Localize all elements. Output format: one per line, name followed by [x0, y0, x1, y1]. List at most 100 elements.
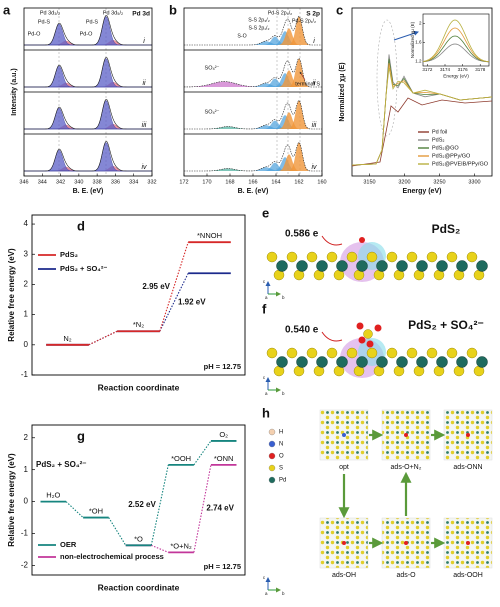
peak-label: S-S 2p₁/₂	[248, 25, 269, 31]
atom-pd	[296, 260, 308, 272]
atom-pd	[456, 356, 468, 368]
atom-o	[366, 340, 374, 348]
legend-label: PdS₂@PVEIB/PPy/GO	[432, 161, 489, 167]
connector	[65, 501, 84, 518]
spectrum	[24, 14, 152, 46]
spectrum	[351, 58, 493, 166]
fit-peak	[24, 165, 152, 171]
panel-letter: b	[169, 2, 177, 17]
fit-peak	[184, 154, 322, 171]
level-label: O₂	[219, 430, 228, 439]
x-tick-label: 334	[129, 179, 138, 185]
connector	[151, 544, 169, 553]
atom-s	[366, 251, 378, 263]
fit-peak	[24, 82, 152, 87]
peak-label: Pd-S 2p₃/₂	[268, 10, 292, 16]
legend-atom	[268, 476, 276, 484]
plot-frame	[31, 214, 246, 376]
peak-label: SO₄²⁻	[205, 109, 220, 115]
y-tick-label: 0	[24, 497, 29, 506]
y-tick-label: -1	[21, 529, 29, 538]
fit-peak	[24, 124, 152, 129]
legend-label: N	[279, 442, 283, 448]
x-tick-label: 344	[38, 179, 47, 185]
legend-label: PdS₂	[432, 137, 445, 143]
axis-letter: b	[282, 295, 285, 300]
legend-label: PdS₂	[60, 250, 78, 259]
x-tick-label: 170	[202, 179, 211, 185]
atom-s	[406, 251, 418, 263]
structure-label: PdS₂	[432, 222, 461, 236]
level-label: *OOH	[171, 454, 191, 463]
atom-s	[446, 251, 458, 263]
state-label: ads-O+N₂	[391, 464, 422, 471]
axis-letter: c	[263, 375, 266, 380]
x-axis-label: B. E. (eV)	[73, 188, 104, 195]
fit-peak	[184, 70, 322, 87]
y-tick-label: 3	[24, 249, 29, 258]
atom-pd	[336, 356, 348, 368]
structure-label: PdS₂ + SO₄²⁻	[408, 318, 484, 332]
atom-pd	[316, 356, 328, 368]
panel-letter: a	[3, 2, 11, 17]
atom-pd	[396, 260, 408, 272]
adsorbate	[466, 541, 470, 545]
axis-letter: b	[282, 391, 285, 396]
peak-label: terminal S	[295, 81, 320, 87]
atom-pd	[296, 356, 308, 368]
spectrum	[184, 15, 322, 46]
adsorbate	[466, 433, 470, 437]
y-tick-label: -2	[21, 561, 29, 570]
spectrum	[351, 67, 493, 166]
panel-letter: c	[336, 2, 343, 17]
atom-s	[466, 347, 478, 359]
axis-letter: c	[263, 279, 266, 284]
atom-o	[356, 322, 364, 330]
subtitle: PdS₂ + SO₄²⁻	[36, 460, 87, 469]
atom-o	[374, 324, 382, 332]
transfer-arrow	[321, 235, 343, 246]
row-label: iii	[142, 122, 147, 129]
atom-s	[346, 251, 358, 263]
x-tick-label: 332	[147, 179, 156, 185]
atom-pd	[376, 356, 388, 368]
atom-pd	[356, 356, 368, 368]
legend-atom	[268, 452, 276, 460]
legend-label: S	[279, 466, 283, 472]
x-tick-label: 3178	[475, 67, 486, 72]
peak-label: Pd-O	[28, 31, 42, 37]
panel-letter: g	[77, 428, 85, 443]
x-tick-label: 166	[248, 179, 257, 185]
level-label: *N₂	[133, 320, 144, 329]
atom-s	[346, 347, 358, 359]
transfer-arrow	[321, 331, 343, 342]
x-axis-label: Reaction coordinate	[98, 382, 180, 392]
legend-label: Pd	[279, 478, 286, 484]
x-tick-label: 342	[56, 179, 65, 185]
legend-label: PdS₂@PPy/GO	[432, 153, 471, 159]
atom-s	[466, 251, 478, 263]
atom-pd	[476, 260, 488, 272]
connector	[193, 440, 212, 466]
peak-label: Pd 3d₃/₂	[40, 10, 60, 16]
axis-letter: a	[265, 391, 268, 396]
x-axis-label: Energy (eV)	[403, 188, 442, 195]
row-label: ii	[142, 80, 146, 87]
x-tick-label: 3174	[440, 67, 451, 72]
spectrum	[24, 140, 152, 172]
y-tick-label: 2	[419, 21, 422, 26]
adsorbate	[404, 433, 408, 437]
spectrum	[351, 63, 493, 166]
state-label: ads-OOH	[453, 572, 483, 579]
atom-pd	[356, 260, 368, 272]
energy-gap-label: 2.74 eV	[206, 504, 234, 513]
atom-pd	[396, 356, 408, 368]
atom-s	[266, 251, 278, 263]
atom-s	[306, 347, 318, 359]
row-label: i	[143, 38, 145, 45]
plot-frame	[351, 7, 493, 177]
peak-label: S-O	[237, 33, 246, 39]
atom-pd	[276, 260, 288, 272]
charge-label: 0.540 e	[285, 325, 319, 336]
panel-letter: f	[262, 301, 267, 316]
